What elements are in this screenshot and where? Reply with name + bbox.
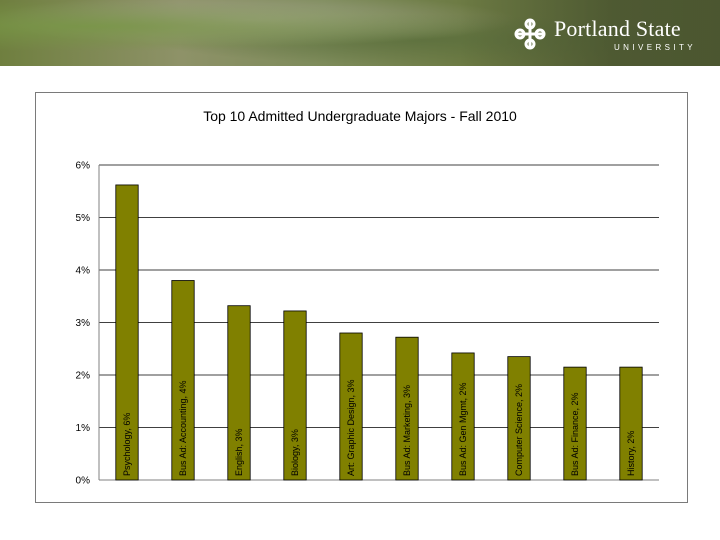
bar-data-label: English, 3% <box>234 428 244 476</box>
bar <box>227 305 251 481</box>
logo-subtitle: UNIVERSITY <box>614 43 697 52</box>
bar <box>395 336 419 481</box>
logo-name: Portland State <box>554 16 681 41</box>
bar-data-label: Computer Science, 2% <box>514 384 524 476</box>
bar-data-label: Bus Ad: Accounting, 4% <box>178 380 188 476</box>
bar <box>507 356 531 481</box>
bar <box>619 366 643 481</box>
y-tick-label: 5% <box>76 213 91 224</box>
banner-shade <box>460 0 720 66</box>
bar <box>115 184 139 481</box>
y-tick-label: 4% <box>76 266 91 277</box>
portland-state-logo-icon <box>514 18 546 50</box>
bar <box>563 366 587 481</box>
bar <box>339 332 363 481</box>
header-banner: Portland State UNIVERSITY <box>0 0 720 66</box>
bar-data-label: Art: Graphic Design, 3% <box>346 379 356 476</box>
y-tick-label: 6% <box>76 161 91 172</box>
bar-data-label: Bus Ad: Marketing, 3% <box>402 385 412 476</box>
chart-title: Top 10 Admitted Undergraduate Majors - F… <box>203 108 517 124</box>
y-tick-label: 1% <box>76 423 91 434</box>
bar-data-label: Bus Ad: Finance, 2% <box>570 392 580 476</box>
bar <box>451 352 475 481</box>
y-tick-label: 2% <box>76 371 91 382</box>
bar-data-label: History, 2% <box>626 431 636 476</box>
bar <box>171 280 195 481</box>
bar <box>283 310 307 481</box>
y-tick-label: 3% <box>76 318 91 329</box>
university-logo: Portland State UNIVERSITY <box>510 14 710 54</box>
bar-data-label: Biology, 3% <box>290 429 300 476</box>
bar-data-label: Psychology, 6% <box>122 413 132 476</box>
y-tick-label: 0% <box>76 476 91 487</box>
bar-data-label: Bus Ad: Gen Mgmt, 2% <box>458 382 468 476</box>
